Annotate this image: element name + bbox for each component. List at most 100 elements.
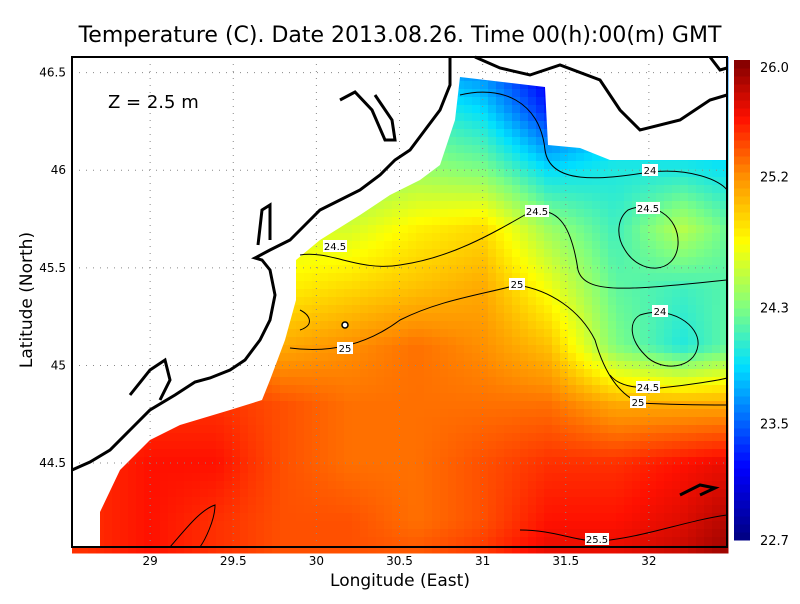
heatmap-cell [488, 313, 497, 322]
heatmap-cell [344, 329, 353, 338]
heatmap-cell [440, 377, 449, 386]
heatmap-cell [328, 321, 337, 330]
heatmap-cell [416, 505, 425, 514]
heatmap-cell [552, 233, 561, 242]
heatmap-cell [504, 369, 513, 378]
heatmap-cell [616, 257, 625, 266]
heatmap-cell [640, 313, 649, 322]
heatmap-cell [136, 473, 145, 482]
heatmap-cell [440, 193, 449, 202]
heatmap-cell [336, 313, 345, 322]
heatmap-cell [368, 537, 377, 546]
heatmap-cell [520, 417, 529, 426]
heatmap-cell [568, 337, 577, 346]
heatmap-cell [408, 425, 417, 434]
heatmap-cell [448, 345, 457, 354]
heatmap-cell [272, 505, 281, 514]
heatmap-cell [720, 417, 729, 426]
heatmap-cell [504, 281, 513, 290]
heatmap-cell [416, 217, 425, 226]
heatmap-cell [680, 161, 689, 170]
heatmap-cell [680, 193, 689, 202]
heatmap-cell [296, 537, 305, 546]
heatmap-cell [312, 433, 321, 442]
heatmap-cell [584, 401, 593, 410]
heatmap-cell [368, 425, 377, 434]
heatmap-cell [352, 505, 361, 514]
heatmap-cell [432, 497, 441, 506]
heatmap-cell [488, 257, 497, 266]
heatmap-cell [568, 425, 577, 434]
heatmap-cell [200, 497, 209, 506]
heatmap-cell [504, 361, 513, 370]
heatmap-cell [392, 249, 401, 258]
heatmap-cell [560, 529, 569, 538]
heatmap-cell [592, 433, 601, 442]
heatmap-cell [136, 489, 145, 498]
heatmap-cell [704, 449, 713, 458]
heatmap-cell [480, 201, 489, 210]
heatmap-cell [576, 393, 585, 402]
heatmap-cell [320, 337, 329, 346]
heatmap-cell [440, 369, 449, 378]
heatmap-cell [496, 305, 505, 314]
heatmap-cell [592, 361, 601, 370]
heatmap-cell [208, 481, 217, 490]
heatmap-cell [320, 289, 329, 298]
heatmap-cell [400, 393, 409, 402]
heatmap-cell [704, 385, 713, 394]
heatmap-cell [456, 481, 465, 490]
heatmap-cell [680, 529, 689, 538]
heatmap-cell [544, 369, 553, 378]
heatmap-cell [320, 529, 329, 538]
heatmap-cell [592, 417, 601, 426]
heatmap-cell [440, 297, 449, 306]
heatmap-cell [368, 361, 377, 370]
heatmap-cell [696, 377, 705, 386]
heatmap-cell [296, 305, 305, 314]
heatmap-cell [416, 361, 425, 370]
heatmap-cell [608, 377, 617, 386]
heatmap-cell [192, 433, 201, 442]
heatmap-cell [296, 377, 305, 386]
heatmap-cell [320, 425, 329, 434]
heatmap-cell [576, 345, 585, 354]
heatmap-cell [672, 257, 681, 266]
heatmap-cell [608, 521, 617, 530]
heatmap-cell [696, 305, 705, 314]
heatmap-cell [472, 121, 481, 130]
heatmap-cell [480, 129, 489, 138]
heatmap-cell [296, 425, 305, 434]
heatmap-cell [440, 385, 449, 394]
heatmap-cell [520, 433, 529, 442]
heatmap-cell [296, 473, 305, 482]
heatmap-cell [720, 185, 729, 194]
heatmap-cell [688, 313, 697, 322]
heatmap-cell [704, 433, 713, 442]
heatmap-cell [376, 537, 385, 546]
heatmap-cell [280, 537, 289, 546]
heatmap-cell [496, 337, 505, 346]
heatmap-cell [536, 265, 545, 274]
heatmap-cell [528, 273, 537, 282]
heatmap-cell [680, 505, 689, 514]
heatmap-cell [568, 385, 577, 394]
heatmap-cell [528, 217, 537, 226]
heatmap-cell [336, 529, 345, 538]
heatmap-cell [288, 321, 297, 330]
heatmap-cell [616, 441, 625, 450]
heatmap-cell [240, 441, 249, 450]
heatmap-cell [560, 225, 569, 234]
heatmap-cell [592, 249, 601, 258]
heatmap-cell [664, 353, 673, 362]
heatmap-cell [208, 441, 217, 450]
heatmap-cell [512, 489, 521, 498]
heatmap-cell [328, 425, 337, 434]
heatmap-cell [512, 473, 521, 482]
heatmap-cell [416, 521, 425, 530]
heatmap-cell [480, 81, 489, 90]
heatmap-cell [480, 361, 489, 370]
heatmap-cell [464, 425, 473, 434]
heatmap-cell [608, 393, 617, 402]
heatmap-cell [312, 377, 321, 386]
